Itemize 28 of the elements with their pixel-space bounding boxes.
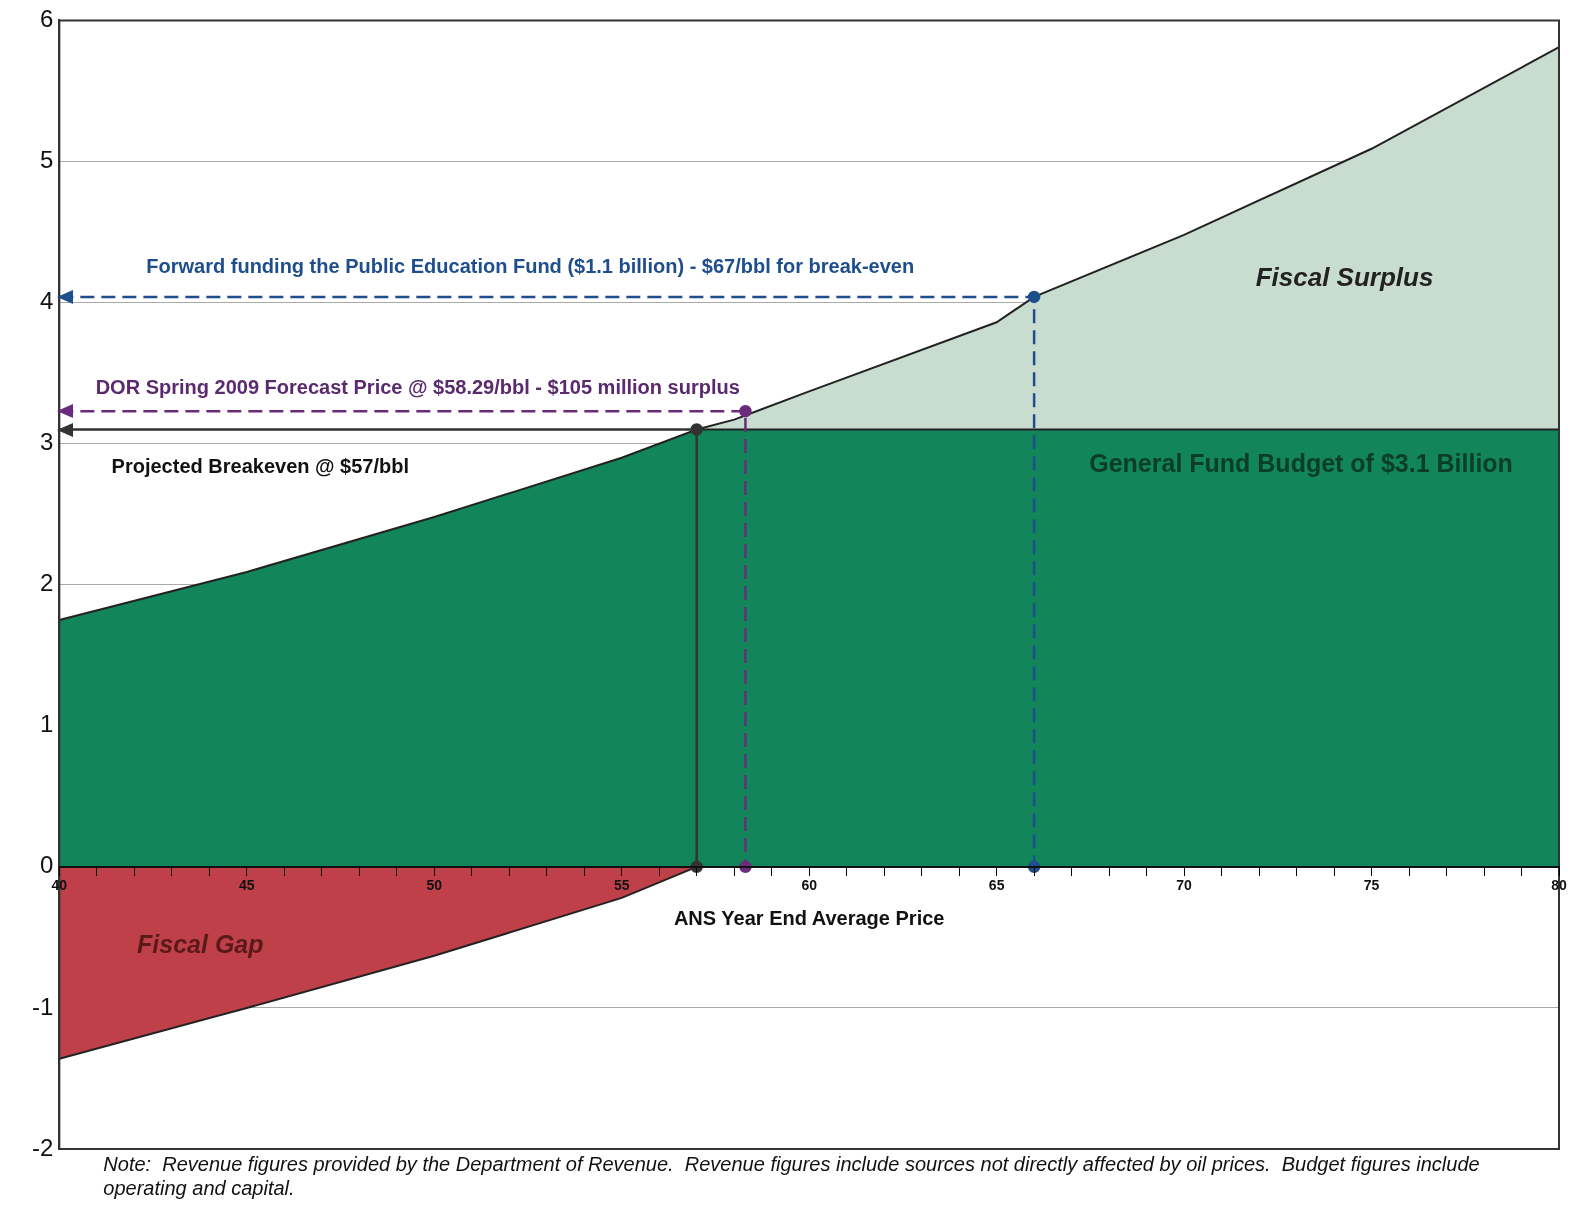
x-tick-label: 45: [239, 877, 255, 894]
x-tick-label: 40: [51, 877, 68, 894]
x-tick-label: 65: [988, 877, 1005, 894]
x-tick-label: 60: [801, 877, 818, 894]
y-tick-label: 1: [39, 710, 54, 738]
point: [690, 423, 703, 436]
x-tick-label: 50: [426, 877, 443, 894]
x-tick-label: 55: [613, 877, 630, 894]
y-tick-label: 0: [39, 851, 54, 879]
annotation: Fiscal Gap: [137, 929, 264, 958]
y-tick-label: 3: [39, 428, 54, 456]
annotation: Fiscal Surplus: [1255, 262, 1434, 293]
annotation: General Fund Budget of $3.1 Billion: [1089, 448, 1513, 477]
text: Note: Revenue figures provided by the Department of Revenue. Revenue figures include sources not directly affected by oil prices. Budget figures include operating and capital.: [103, 1152, 1480, 1199]
y-tick-label: 5: [39, 146, 54, 174]
y-tick-label: 4: [39, 287, 54, 315]
x-tick-label: 75: [1363, 877, 1380, 894]
y-tick-label: 2: [39, 569, 54, 597]
point: [739, 404, 752, 418]
point: [1027, 290, 1041, 304]
annotation: Forward funding the Public Education Fund ($1.1 billion) - $67/bbl for break-even: [146, 255, 915, 278]
x-tick-label: 70: [1176, 877, 1193, 894]
y-tick-label: -1: [32, 992, 54, 1020]
annotation: Projected Breakeven @ $57/bbl: [111, 454, 410, 477]
y-tick-label: -2: [32, 1133, 54, 1161]
y-tick-label: 6: [39, 5, 54, 33]
x-axis-title: ANS Year End Average Price: [673, 907, 945, 930]
annotation: DOR Spring 2009 Forecast Price @ $58.29/bbl - $105 million surplus: [95, 375, 740, 398]
